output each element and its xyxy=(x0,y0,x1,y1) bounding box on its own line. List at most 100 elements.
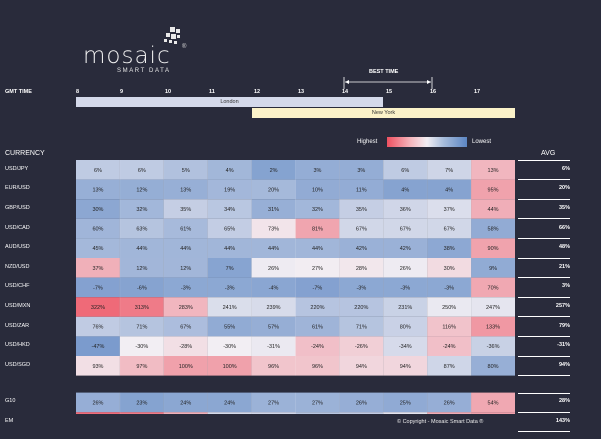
main-cell-label: 61% xyxy=(312,325,323,331)
avg-value-usd-mxn: 257% xyxy=(555,303,570,309)
main-cell-aud-usd-13 xyxy=(295,238,340,258)
main-cell-usd-sgd-10 xyxy=(163,356,208,376)
main-cell-label: 6% xyxy=(401,168,409,174)
main-cell-label: 36% xyxy=(400,207,411,213)
hour-label-14: 14 xyxy=(342,89,349,95)
agg-cell-label: 26% xyxy=(92,400,103,406)
row-label-usd-chf: USD/CHF xyxy=(5,283,30,290)
main-cell-label: 71% xyxy=(136,325,147,331)
main-cell-label: 44% xyxy=(224,246,235,252)
main-cell-label: 30% xyxy=(92,207,103,213)
main-cell-usd-chf-17 xyxy=(471,277,515,298)
main-cell-label: 38% xyxy=(444,246,455,252)
main-cell-usd-jpy-14 xyxy=(339,160,384,180)
main-cell-usd-cad-8 xyxy=(76,218,120,239)
avg-value-gbp-usd: 35% xyxy=(558,205,570,211)
main-cell-usd-cad-17 xyxy=(471,218,515,239)
avg-separator xyxy=(518,431,570,433)
main-cell-label: -36% xyxy=(487,344,500,350)
main-cell-label: 100% xyxy=(179,364,193,370)
main-cell-aud-usd-8 xyxy=(76,238,120,258)
heatmap-grid: 6% 6% 5% 4% 2% 3% 3% 6% 7% 13% 13% 12% 13% 19% 20% 10% 1… xyxy=(76,160,515,414)
agg-cell-label: 25% xyxy=(400,400,411,406)
avg-separator xyxy=(518,296,570,298)
main-cell-label: 61% xyxy=(180,227,191,233)
main-cell-label: 4% xyxy=(226,168,234,174)
main-cell-label: 44% xyxy=(312,246,323,252)
main-cell-label: -30% xyxy=(223,344,236,350)
main-cell-usd-hkd-14 xyxy=(339,336,384,356)
main-cell-eur-usd-10 xyxy=(163,179,208,200)
row-label-g10: G10 xyxy=(5,398,16,405)
hour-label-10: 10 xyxy=(165,89,172,95)
main-cell-label: 313% xyxy=(135,305,149,311)
main-cell-nzd-usd-9 xyxy=(119,258,164,278)
hour-label-17: 17 xyxy=(474,89,481,95)
main-cell-label: 19% xyxy=(224,187,235,193)
main-cell-usd-mxn-9 xyxy=(119,297,164,317)
main-cell-label: 55% xyxy=(224,325,235,331)
avg-separator xyxy=(518,375,570,377)
main-cell-usd-zar-15 xyxy=(383,316,428,337)
main-cell-aud-usd-15 xyxy=(383,238,428,258)
main-cell-label: 71% xyxy=(356,325,367,331)
main-cell-label: 20% xyxy=(268,187,279,193)
main-cell-label: 37% xyxy=(444,207,455,213)
main-cell-label: 116% xyxy=(442,325,456,331)
main-cell-nzd-usd-11 xyxy=(207,258,252,278)
avg-separator xyxy=(518,257,570,259)
avg-separator xyxy=(518,218,570,220)
main-cell-label: 80% xyxy=(400,325,411,331)
main-cell-nzd-usd-12 xyxy=(251,258,296,278)
main-cell-eur-usd-15 xyxy=(383,179,428,200)
main-cell-usd-hkd-15 xyxy=(383,336,428,356)
main-cell-label: 96% xyxy=(268,364,279,370)
logo-wordmark: mosaic xyxy=(83,43,171,69)
main-cell-usd-zar-10 xyxy=(163,316,208,337)
main-cell-nzd-usd-14 xyxy=(339,258,384,278)
main-cell-label: -31% xyxy=(267,344,280,350)
main-cell-label: 97% xyxy=(136,364,147,370)
legend-lowest-label: Lowest xyxy=(472,139,492,145)
main-cell-usd-chf-8 xyxy=(76,277,120,298)
main-cell-label: 4% xyxy=(445,187,453,193)
avg-value-usd-sgd: 94% xyxy=(558,361,570,368)
main-cell-label: 32% xyxy=(312,207,323,213)
avg-separator xyxy=(518,335,570,337)
main-cell-label: 27% xyxy=(312,266,323,272)
avg-value-em: 143% xyxy=(555,418,570,424)
main-cell-label: 44% xyxy=(136,246,147,252)
main-cell-label: 3% xyxy=(313,168,321,174)
row-label-gbp-usd: GBP/USD xyxy=(5,205,30,211)
avg-value-g10: 28% xyxy=(558,398,570,405)
main-cell-gbp-usd-14 xyxy=(339,199,384,219)
agg-cell-em-12 xyxy=(251,412,296,414)
main-cell-usd-zar-9 xyxy=(119,316,164,337)
main-cell-usd-hkd-9 xyxy=(119,336,164,356)
main-cell-label: 5% xyxy=(182,168,190,174)
agg-cell-em-8 xyxy=(76,412,120,414)
main-cell-usd-sgd-8 xyxy=(76,356,120,376)
main-cell-usd-jpy-9 xyxy=(119,160,164,180)
main-cell-eur-usd-17 xyxy=(471,179,515,200)
main-cell-label: 67% xyxy=(444,227,455,233)
main-cell-usd-mxn-17 xyxy=(471,297,515,317)
main-cell-label: 28% xyxy=(356,266,367,272)
main-cell-label: 35% xyxy=(180,207,191,213)
agg-cell-g10-8 xyxy=(76,392,120,413)
main-cell-usd-mxn-10 xyxy=(163,297,208,317)
main-cell-usd-zar-16 xyxy=(427,316,472,337)
main-cell-label: -3% xyxy=(181,285,191,291)
avg-column-header: AVG xyxy=(541,150,556,157)
row-label-nzd-usd: NZD/USD xyxy=(5,263,30,270)
main-cell-label: -3% xyxy=(444,285,454,291)
main-cell-usd-zar-12 xyxy=(251,316,296,337)
main-cell-label: 67% xyxy=(356,227,367,233)
main-cell-aud-usd-12 xyxy=(251,238,296,258)
main-cell-gbp-usd-16 xyxy=(427,199,472,219)
main-cell-label: 26% xyxy=(400,266,411,272)
main-cell-usd-cad-14 xyxy=(339,218,384,239)
main-cell-usd-chf-14 xyxy=(339,277,384,298)
main-cell-label: -28% xyxy=(179,344,192,350)
agg-cell-g10-13 xyxy=(295,392,340,413)
